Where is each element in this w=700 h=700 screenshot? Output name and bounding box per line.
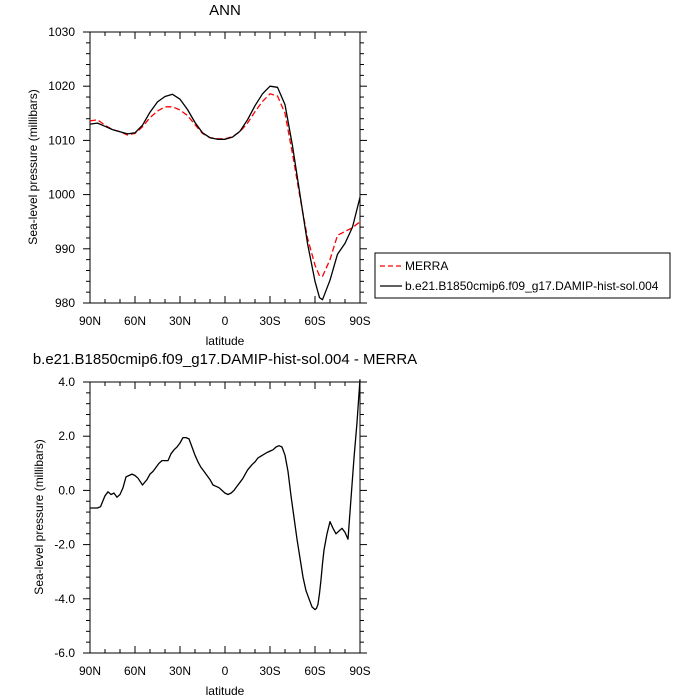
top-ticks <box>83 31 367 304</box>
y-tick-label: 1020 <box>48 79 75 93</box>
x-tick-label: 30S <box>259 664 280 678</box>
y-tick-label: 4.0 <box>58 375 75 389</box>
y-tick-label: 1010 <box>48 133 75 147</box>
x-tick-label: 60S <box>304 314 325 328</box>
x-tick-label: 0 <box>222 664 229 678</box>
top-plot-frame <box>89 31 361 304</box>
bottom-ticks <box>83 381 367 654</box>
bottom-y-axis-label: Sea-level pressure (millibars) <box>32 439 46 594</box>
y-tick-label: -4.0 <box>54 592 75 606</box>
x-tick-label: 90N <box>79 664 101 678</box>
top-series-group <box>89 85 361 301</box>
series-line-bottom-difference <box>90 379 361 611</box>
bottom-plot-frame <box>89 381 361 654</box>
top-panel-title: ANN <box>209 2 241 19</box>
top-tick-labels: 90N 60N 30N 0 30S 60S 90S 980 990 1000 1010 1020 103… <box>48 25 370 328</box>
x-tick-label: 30N <box>169 314 191 328</box>
x-tick-label: 90N <box>79 314 101 328</box>
y-tick-label: -6.0 <box>54 646 75 660</box>
y-tick-label: -2.0 <box>54 538 75 552</box>
y-tick-label: 980 <box>55 296 75 310</box>
x-tick-label: 90S <box>349 314 370 328</box>
bottom-panel-title: b.e21.B1850cmip6.f09_g17.DAMIP-hist-sol.… <box>33 351 417 368</box>
legend-box <box>374 252 671 299</box>
x-tick-label: 60S <box>304 664 325 678</box>
bottom-x-axis-label: latitude <box>206 684 245 698</box>
legend-label-model: b.e21.B1850cmip6.f09_g17.DAMIP-hist-sol.… <box>405 279 659 293</box>
x-tick-label: 0 <box>222 314 229 328</box>
y-tick-label: 0.0 <box>58 483 75 497</box>
y-tick-label: 2.0 <box>58 429 75 443</box>
bottom-series-group <box>90 379 361 611</box>
top-panel: ANN 90N 60N 30N 0 30S 60S 90S 980 990 1000 1010 102… <box>26 2 671 348</box>
y-tick-label: 990 <box>55 242 75 256</box>
series-line-b-e21-b1850cmip6-f09-g17-damip-hist-sol-004 <box>89 85 361 301</box>
legend-label-merra: MERRA <box>405 259 448 273</box>
y-tick-label: 1000 <box>48 188 75 202</box>
top-y-axis-label: Sea-level pressure (millibars) <box>26 89 40 244</box>
x-tick-label: 30S <box>259 314 280 328</box>
bottom-panel: b.e21.B1850cmip6.f09_g17.DAMIP-hist-sol.… <box>32 351 417 698</box>
series-line-merra <box>89 93 361 278</box>
top-x-axis-label: latitude <box>206 334 245 348</box>
x-tick-label: 60N <box>124 314 146 328</box>
x-tick-label: 30N <box>169 664 191 678</box>
bottom-tick-labels: 90N 60N 30N 0 30S 60S 90S -6.0 -4.0 -2.0 0.0 2.0 4.0 <box>54 375 370 678</box>
legend: MERRA b.e21.B1850cmip6.f09_g17.DAMIP-his… <box>374 252 671 299</box>
y-tick-label: 1030 <box>48 25 75 39</box>
x-tick-label: 60N <box>124 664 146 678</box>
x-tick-label: 90S <box>349 664 370 678</box>
